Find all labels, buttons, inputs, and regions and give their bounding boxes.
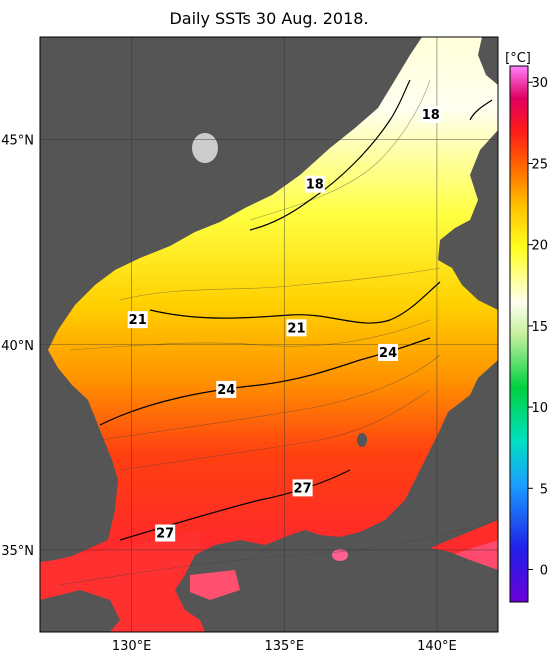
- colorbar-tick-label: 0: [540, 564, 548, 579]
- colorbar-unit: [°C]: [505, 51, 531, 66]
- colorbar-tick-label: 25: [531, 157, 548, 172]
- colorbar: [°C] 0 5 10 15 20 25 30: [505, 51, 548, 603]
- longitude-tick-label: 135°E: [265, 639, 305, 654]
- colorbar-tick-label: 5: [540, 482, 548, 497]
- contour-label-box: [286, 319, 307, 337]
- latitude-tick-label: 35°N: [1, 544, 34, 559]
- japan-hokkaido: [438, 130, 498, 310]
- contour-label: 21: [286, 319, 307, 337]
- latitude-tick-label: 45°N: [1, 134, 34, 149]
- contour-label-text: 21: [287, 321, 305, 336]
- contour-label-text: 27: [156, 527, 174, 542]
- island-moneron: [192, 133, 218, 163]
- colorbar-tick-label: 15: [531, 320, 548, 335]
- colorbar-tick-label: 10: [531, 401, 548, 416]
- continent-landmass: [40, 37, 422, 562]
- contour-label: 27: [155, 524, 176, 542]
- land: [40, 37, 498, 632]
- contour-label: 24: [216, 380, 237, 398]
- longitude-tick-label: 140°E: [417, 639, 457, 654]
- japan-kyushu: [40, 590, 120, 632]
- japan-honshu: [175, 360, 498, 632]
- contour-label-text: 18: [422, 108, 440, 123]
- contour-label-box: [127, 311, 148, 329]
- latitude-ticks: 35°N 40°N 45°N: [1, 134, 34, 559]
- contour-label-text: 24: [217, 383, 235, 398]
- colorbar-tick-label: 30: [531, 76, 548, 91]
- contour-label-box: [216, 380, 237, 398]
- map-panel: [40, 37, 498, 632]
- contour-label-box: [292, 479, 313, 497]
- contour-label: 27: [292, 479, 313, 497]
- longitude-tick-label: 130°E: [112, 639, 152, 654]
- latitude-tick-label: 40°N: [1, 339, 34, 354]
- thin-contours: [59, 79, 498, 586]
- contour-label: 24: [378, 343, 399, 361]
- map-border: [39, 36, 499, 633]
- island-oki: [332, 549, 348, 561]
- contour-label-text: 27: [294, 481, 312, 496]
- contour-label-box: [155, 524, 176, 542]
- graticule: [40, 37, 498, 632]
- sakhalin: [478, 37, 498, 85]
- contour-label-box: [304, 175, 325, 193]
- contour-label-text: 21: [129, 313, 147, 328]
- contour-label-text: 24: [379, 346, 397, 361]
- contour-label: 21: [127, 311, 148, 329]
- inland-sea-patch: [190, 570, 240, 600]
- contour-18: [249, 79, 411, 231]
- contour-label-box: [378, 343, 399, 361]
- contour-label-box: [420, 105, 441, 123]
- contour-label: 18: [304, 175, 325, 193]
- colorbar-tick-label: 20: [531, 239, 548, 254]
- contour-label-text: 18: [306, 178, 324, 193]
- colorbar-scale: [509, 65, 529, 603]
- longitude-ticks: 130°E 135°E 140°E: [112, 639, 457, 654]
- island-sado: [357, 433, 367, 447]
- contour-18-north: [469, 99, 493, 121]
- contour-label: 18: [420, 105, 441, 123]
- contour-labels: 18 18 21 21 24 24 27 27: [127, 105, 441, 542]
- contour-21: [149, 281, 441, 324]
- chart-title: Daily SSTs 30 Aug. 2018.: [169, 9, 368, 28]
- colorbar-ticks: 0 5 10 15 20 25 30: [528, 76, 548, 579]
